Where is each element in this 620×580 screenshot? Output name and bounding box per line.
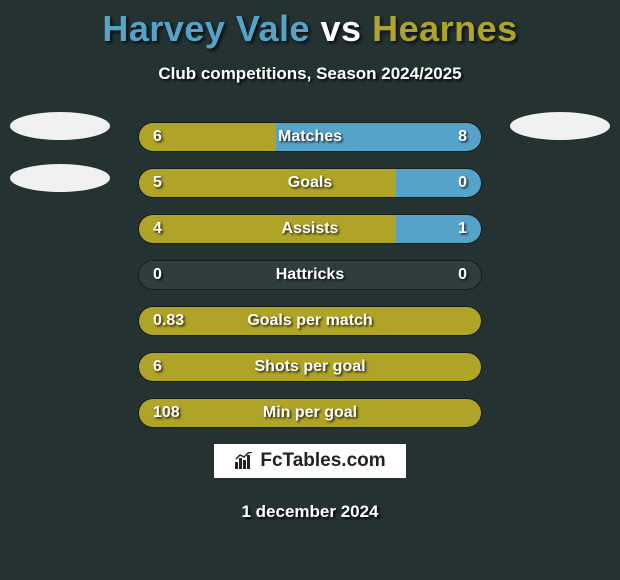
- stat-label: Min per goal: [139, 399, 481, 427]
- stat-label: Shots per goal: [139, 353, 481, 381]
- stat-label: Assists: [139, 215, 481, 243]
- stat-label: Goals per match: [139, 307, 481, 335]
- vs-text: vs: [321, 8, 362, 49]
- stat-row: 6Shots per goal: [138, 352, 482, 382]
- stat-value-right: 0: [458, 169, 467, 197]
- player2-name: Hearnes: [372, 8, 518, 49]
- stat-row: 0Hattricks0: [138, 260, 482, 290]
- stat-value-right: 0: [458, 261, 467, 289]
- stat-label: Goals: [139, 169, 481, 197]
- stat-row: 6Matches8: [138, 122, 482, 152]
- date: 1 december 2024: [0, 502, 620, 522]
- stat-row: 4Assists1: [138, 214, 482, 244]
- brand-text: FcTables.com: [260, 450, 385, 472]
- player1-name: Harvey Vale: [102, 8, 310, 49]
- player2-logos: [500, 112, 620, 164]
- chart-icon: [234, 452, 254, 470]
- brand-badge: FcTables.com: [212, 442, 407, 480]
- club-logo-placeholder: [10, 164, 110, 192]
- stat-value-right: 1: [458, 215, 467, 243]
- stat-row: 0.83Goals per match: [138, 306, 482, 336]
- stat-label: Matches: [139, 123, 481, 151]
- stat-value-right: 8: [458, 123, 467, 151]
- player1-logos: [0, 112, 120, 216]
- header: Harvey Vale vs Hearnes Club competitions…: [0, 0, 620, 84]
- subtitle: Club competitions, Season 2024/2025: [0, 64, 620, 84]
- comparison-title: Harvey Vale vs Hearnes: [0, 8, 620, 50]
- stat-label: Hattricks: [139, 261, 481, 289]
- club-logo-placeholder: [510, 112, 610, 140]
- stat-row: 5Goals0: [138, 168, 482, 198]
- footer: FcTables.com 1 december 2024: [0, 442, 620, 522]
- stat-row: 108Min per goal: [138, 398, 482, 428]
- stats-bars: 6Matches85Goals04Assists10Hattricks00.83…: [138, 122, 482, 444]
- club-logo-placeholder: [10, 112, 110, 140]
